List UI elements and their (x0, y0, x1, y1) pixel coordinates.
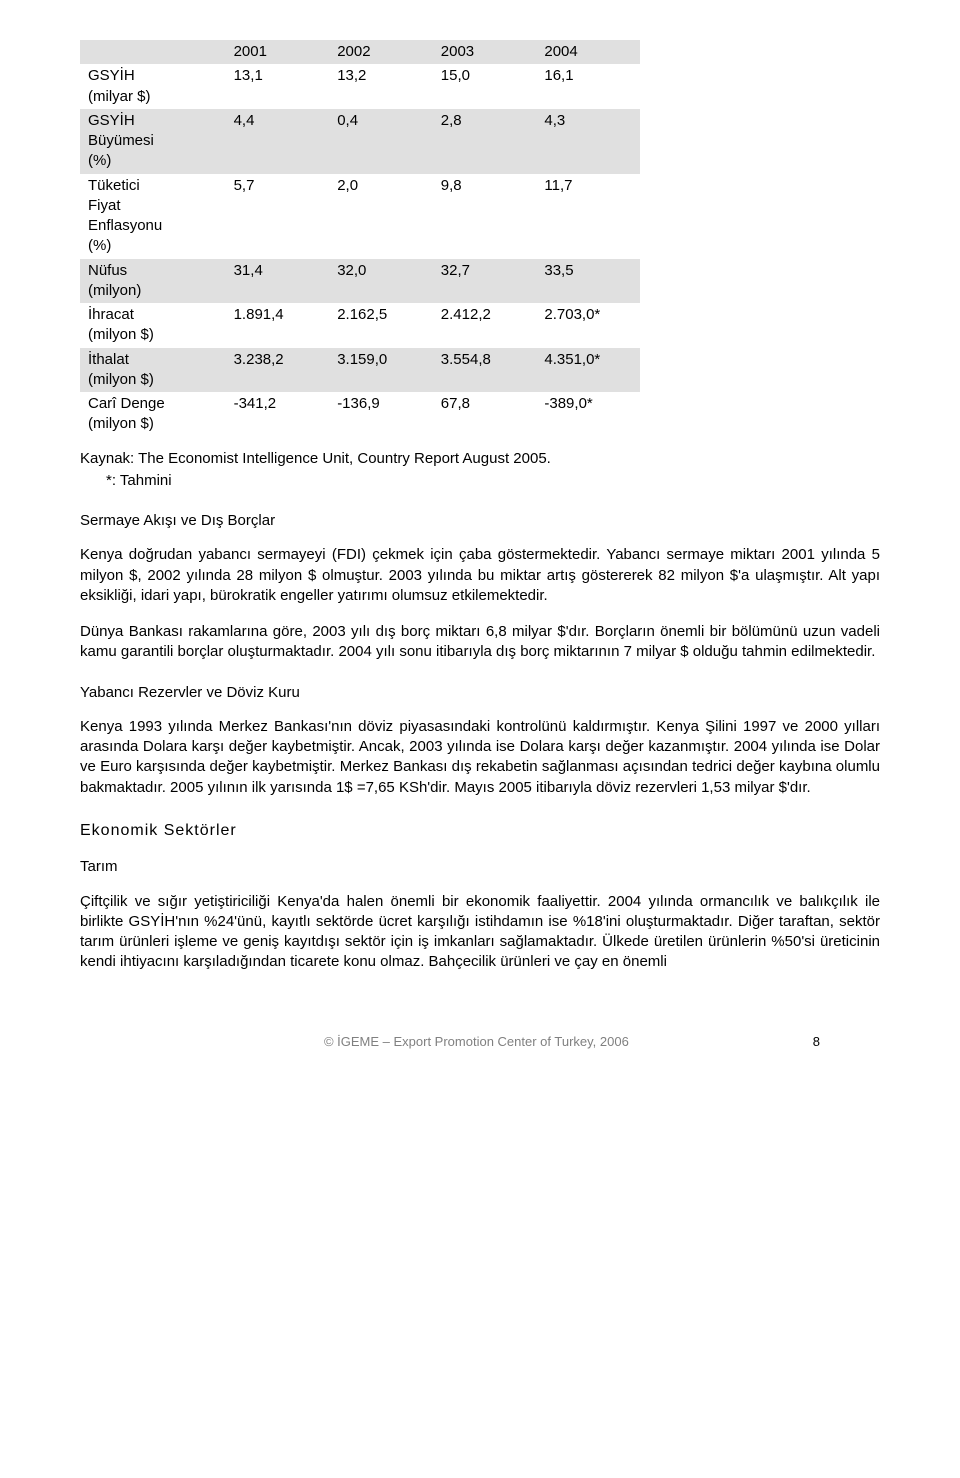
capital-flows-p1: Kenya doğrudan yabancı sermayeyi (FDI) ç… (80, 545, 880, 606)
cell-value: 0,4 (329, 109, 433, 174)
section-reserves-title: Yabancı Rezervler ve Döviz Kuru (80, 683, 880, 703)
cell-value: 4,3 (536, 109, 640, 174)
cell-value: -389,0* (536, 392, 640, 437)
estimate-note: *: Tahmini (106, 471, 880, 491)
subsection-agriculture-title: Tarım (80, 857, 880, 877)
reserves-p1: Kenya 1993 yılında Merkez Bankası'nın dö… (80, 717, 880, 798)
section-capital-flows-title: Sermaye Akışı ve Dış Borçlar (80, 511, 880, 531)
cell-value: 16,1 (536, 64, 640, 109)
cell-value: 32,0 (329, 259, 433, 304)
table-row: Nüfus(milyon)31,432,032,733,5 (80, 259, 640, 304)
cell-value: 13,1 (226, 64, 330, 109)
cell-value: 3.159,0 (329, 348, 433, 393)
cell-value: 4.351,0* (536, 348, 640, 393)
table-row: TüketiciFiyatEnflasyonu(%)5,72,09,811,7 (80, 174, 640, 259)
cell-value: 11,7 (536, 174, 640, 259)
table-row: GSYİHBüyümesi(%)4,40,42,84,3 (80, 109, 640, 174)
table-row: İthalat(milyon $)3.238,23.159,03.554,84.… (80, 348, 640, 393)
row-label: GSYİH(milyar $) (80, 64, 226, 109)
header-2001: 2001 (226, 40, 330, 64)
cell-value: 67,8 (433, 392, 537, 437)
capital-flows-p2: Dünya Bankası rakamlarına göre, 2003 yıl… (80, 622, 880, 663)
row-label: İthalat(milyon $) (80, 348, 226, 393)
cell-value: 2.412,2 (433, 303, 537, 348)
section-economic-sectors-title: Ekonomik Sektörler (80, 820, 880, 842)
header-2004: 2004 (536, 40, 640, 64)
cell-value: 2,8 (433, 109, 537, 174)
header-blank (80, 40, 226, 64)
table-row: İhracat(milyon $)1.891,42.162,52.412,22.… (80, 303, 640, 348)
row-label: Nüfus(milyon) (80, 259, 226, 304)
cell-value: 33,5 (536, 259, 640, 304)
cell-value: 3.554,8 (433, 348, 537, 393)
row-label: GSYİHBüyümesi(%) (80, 109, 226, 174)
cell-value: -341,2 (226, 392, 330, 437)
cell-value: 2.162,5 (329, 303, 433, 348)
cell-value: 32,7 (433, 259, 537, 304)
economic-indicators-table: 2001 2002 2003 2004 GSYİH(milyar $)13,11… (80, 40, 640, 437)
cell-value: -136,9 (329, 392, 433, 437)
footer-copyright: © İGEME – Export Promotion Center of Tur… (140, 1033, 813, 1051)
cell-value: 13,2 (329, 64, 433, 109)
page-number: 8 (813, 1033, 820, 1051)
cell-value: 5,7 (226, 174, 330, 259)
agriculture-p1: Çiftçilik ve sığır yetiştiriciliği Kenya… (80, 892, 880, 973)
header-2003: 2003 (433, 40, 537, 64)
row-label: Carî Denge(milyon $) (80, 392, 226, 437)
cell-value: 15,0 (433, 64, 537, 109)
row-label: İhracat(milyon $) (80, 303, 226, 348)
source-note: Kaynak: The Economist Intelligence Unit,… (80, 449, 880, 469)
header-2002: 2002 (329, 40, 433, 64)
cell-value: 3.238,2 (226, 348, 330, 393)
cell-value: 4,4 (226, 109, 330, 174)
cell-value: 9,8 (433, 174, 537, 259)
table-row: Carî Denge(milyon $)-341,2-136,967,8-389… (80, 392, 640, 437)
cell-value: 31,4 (226, 259, 330, 304)
cell-value: 2,0 (329, 174, 433, 259)
table-header-row: 2001 2002 2003 2004 (80, 40, 640, 64)
table-row: GSYİH(milyar $)13,113,215,016,1 (80, 64, 640, 109)
page-footer: © İGEME – Export Promotion Center of Tur… (80, 1033, 880, 1051)
cell-value: 2.703,0* (536, 303, 640, 348)
row-label: TüketiciFiyatEnflasyonu(%) (80, 174, 226, 259)
cell-value: 1.891,4 (226, 303, 330, 348)
